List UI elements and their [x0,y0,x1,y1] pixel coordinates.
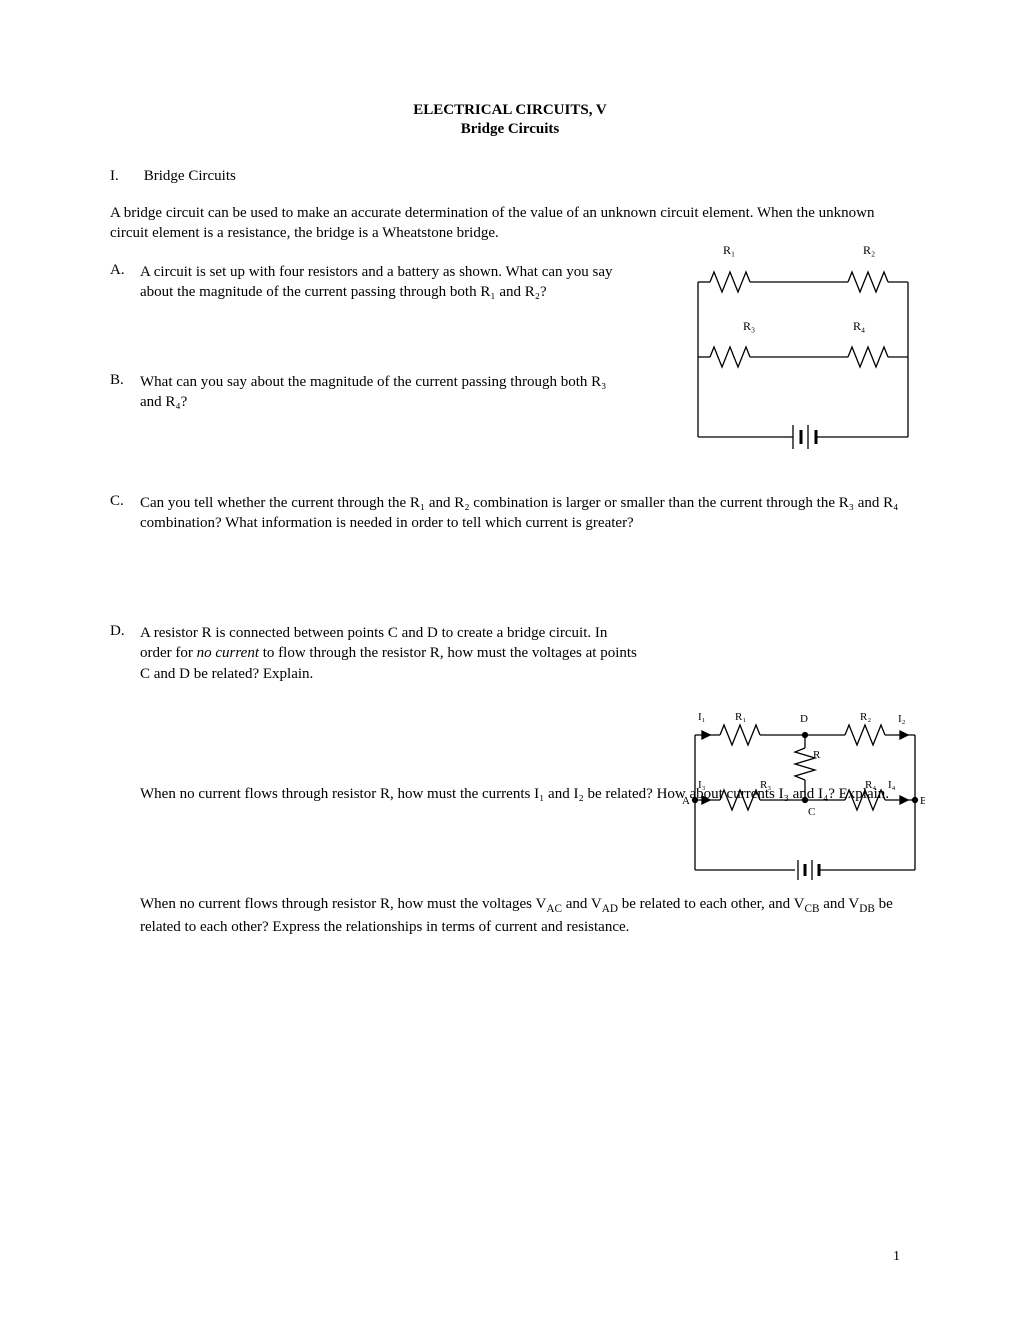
section-heading: I. Bridge Circuits [110,168,910,185]
fig2-label-i3: I₃ [698,779,706,791]
sub-paragraph-2: When no current flows through resistor R… [140,894,910,937]
item-d-letter: D. [110,623,140,640]
item-d-text: A resistor R is connected between points… [140,623,640,684]
section-roman: I. [110,168,140,185]
section-text: Bridge Circuits [144,168,236,184]
item-c-text: Can you tell whether the current through… [140,493,910,534]
page: ELECTRICAL CIRCUITS, V Bridge Circuits I… [0,0,1020,1320]
fig2-label-r4: R₄ [865,779,876,791]
intro-paragraph: A bridge circuit can be used to make an … [110,203,910,244]
fig2-label-i2: I₂ [898,713,906,725]
item-a-letter: A. [110,262,140,279]
item-d: D. A resistor R is connected between poi… [110,623,910,684]
doc-title-2: Bridge Circuits [110,121,910,138]
fig1-label-r3: R₃ [743,319,755,333]
fig2-label-b: B [920,795,925,807]
fig2-label-r: R [813,749,821,761]
fig2-label-r2: R₂ [860,711,871,723]
fig1-label-r2: R₂ [863,243,875,257]
fig2-label-c: C [808,806,815,818]
fig2-label-i1: I₁ [698,711,706,723]
item-c: C. Can you tell whether the current thro… [110,493,910,534]
fig1-label-r1: R₁ [723,243,735,257]
fig2-label-r3: R₃ [760,779,771,791]
item-b-text: What can you say about the magnitude of … [140,372,620,413]
page-number: 1 [893,1249,900,1265]
fig2-label-r1: R₁ [735,711,746,723]
circuit-diagram-2: I₁ R₁ D R₂ I₂ R I₃ R₃ C R₄ I₄ A B [680,700,925,890]
fig2-label-d: D [800,713,808,725]
circuit-diagram-1: R₁ R₂ R₃ R₄ [688,242,918,452]
fig2-label-a: A [682,795,690,807]
fig1-label-r4: R₄ [853,319,865,333]
item-c-letter: C. [110,493,140,510]
item-a-text: A circuit is set up with four resistors … [140,262,620,303]
doc-title-1: ELECTRICAL CIRCUITS, V [110,100,910,121]
item-b-letter: B. [110,372,140,389]
fig2-label-i4: I₄ [888,779,896,791]
